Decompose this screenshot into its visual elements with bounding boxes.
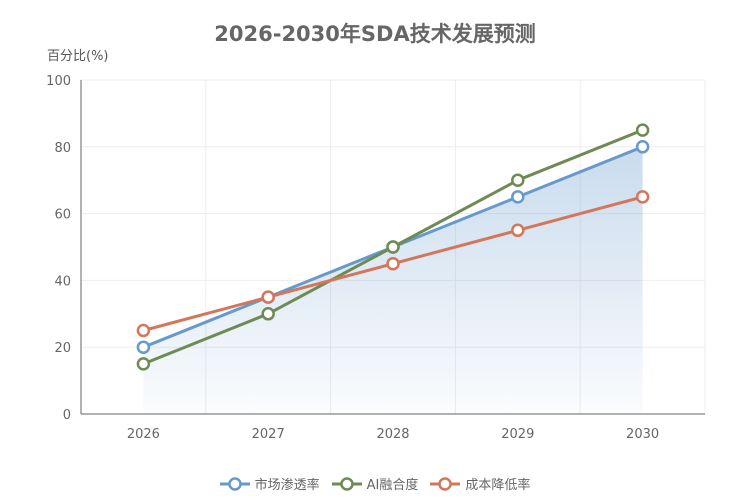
data-point-marker[interactable] <box>261 290 275 304</box>
series-lines <box>136 123 650 371</box>
data-point-marker[interactable] <box>635 123 650 137</box>
legend-label: 成本降低率 <box>465 478 531 493</box>
data-point-marker[interactable] <box>136 323 151 338</box>
data-point-marker[interactable] <box>386 256 400 271</box>
legend: 市场渗透率 AI融合度 成本降低率 <box>0 474 750 493</box>
y-tick-label: 40 <box>54 274 71 289</box>
y-tick-label: 100 <box>46 74 71 89</box>
data-point-marker[interactable] <box>511 190 525 204</box>
x-tick-label: 2027 <box>252 427 285 442</box>
chart-title: 2026-2030年SDA技术发展预测 <box>214 22 536 46</box>
y-tick-label: 0 <box>63 408 71 423</box>
data-point-marker[interactable] <box>635 140 650 154</box>
y-tick-label: 80 <box>54 141 71 156</box>
axes <box>80 80 705 415</box>
y-axis-label: 百分比(%) <box>47 49 109 64</box>
data-point-marker[interactable] <box>261 307 275 321</box>
x-tick-label: 2026 <box>127 427 160 442</box>
legend-label: AI融合度 <box>366 478 419 493</box>
x-tick-label: 2029 <box>501 427 534 442</box>
area-fill <box>143 146 643 415</box>
line-marker-icon <box>219 476 250 491</box>
x-tick-label: 2028 <box>376 427 409 442</box>
data-point-marker[interactable] <box>136 357 151 371</box>
line-marker-icon <box>430 476 461 491</box>
data-point-marker[interactable] <box>386 240 400 254</box>
data-point-marker[interactable] <box>136 340 151 354</box>
legend-item-cost-reduction[interactable]: 成本降低率 <box>430 474 530 493</box>
legend-item-market-penetration[interactable]: 市场渗透率 <box>219 474 320 493</box>
legend-label: 市场渗透率 <box>254 478 320 493</box>
data-point-marker[interactable] <box>511 223 525 238</box>
line-marker-icon <box>331 476 362 491</box>
legend-item-ai-integration[interactable]: AI融合度 <box>331 474 419 493</box>
y-tick-label: 20 <box>54 341 71 356</box>
data-point-marker[interactable] <box>635 190 650 204</box>
data-point-marker[interactable] <box>511 173 525 187</box>
tick-labels: 0 20 40 60 80 100 2026 2027 2028 2029 2030 <box>46 74 659 442</box>
y-tick-label: 60 <box>54 208 71 223</box>
x-tick-label: 2030 <box>626 427 659 442</box>
